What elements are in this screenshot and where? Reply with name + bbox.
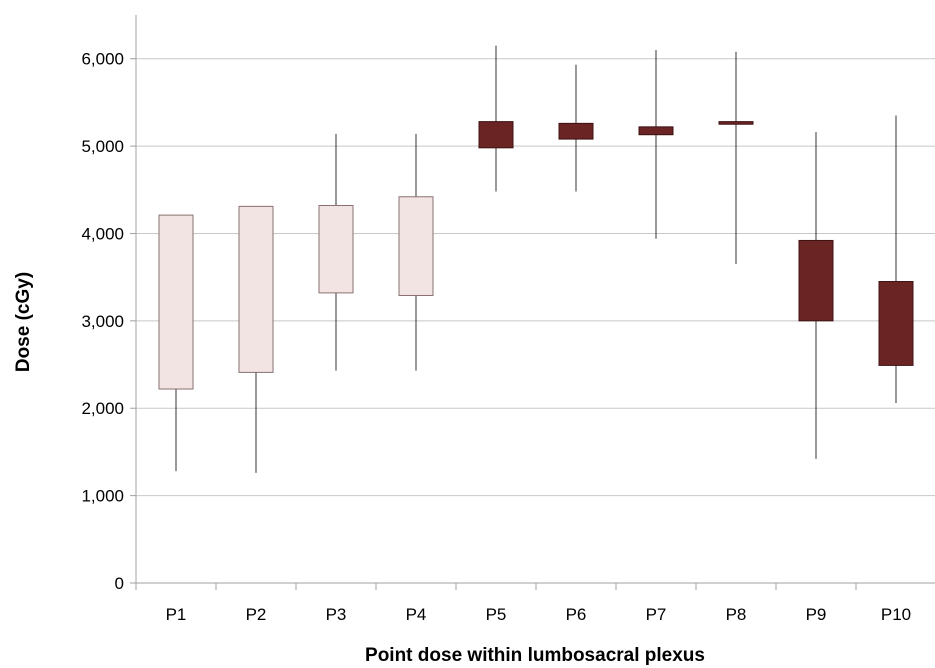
y-tick-label: 1,000 bbox=[81, 487, 124, 506]
box-p5 bbox=[478, 121, 514, 149]
box-p4 bbox=[398, 196, 434, 297]
box-p9 bbox=[798, 239, 834, 322]
box-p6 bbox=[558, 122, 594, 140]
y-tick-label: 2,000 bbox=[81, 399, 124, 418]
box-p1 bbox=[158, 214, 194, 390]
x-tick-label: P3 bbox=[326, 605, 347, 624]
box-p3 bbox=[318, 204, 354, 294]
x-tick-label: P8 bbox=[726, 605, 747, 624]
tick-labels: 0 1,000 2,000 3,000 4,000 5,000 6,000 P1 P2 P3 P4 P… bbox=[81, 50, 911, 624]
y-tick-label: 4,000 bbox=[81, 224, 124, 243]
x-tick-label: P5 bbox=[486, 605, 507, 624]
box-p7 bbox=[638, 126, 674, 136]
y-tick-label: 6,000 bbox=[81, 50, 124, 69]
x-tick-label: P6 bbox=[566, 605, 587, 624]
y-tick-label: 0 bbox=[115, 574, 124, 593]
boxes bbox=[158, 45, 914, 473]
axes bbox=[130, 15, 935, 590]
x-tick-label: P10 bbox=[881, 605, 911, 624]
y-tick-label: 5,000 bbox=[81, 137, 124, 156]
box-p8 bbox=[718, 121, 754, 125]
box-p2 bbox=[238, 205, 274, 373]
x-tick-label: P2 bbox=[246, 605, 267, 624]
x-tick-label: P7 bbox=[646, 605, 667, 624]
box-p10 bbox=[878, 281, 914, 366]
x-tick-label: P1 bbox=[166, 605, 187, 624]
y-axis-title: Dose (cGy) bbox=[13, 272, 34, 372]
x-tick-label: P4 bbox=[406, 605, 427, 624]
x-tick-label: P9 bbox=[806, 605, 827, 624]
y-tick-label: 3,000 bbox=[81, 312, 124, 331]
x-axis-title: Point dose within lumbosacral plexus bbox=[365, 645, 705, 666]
